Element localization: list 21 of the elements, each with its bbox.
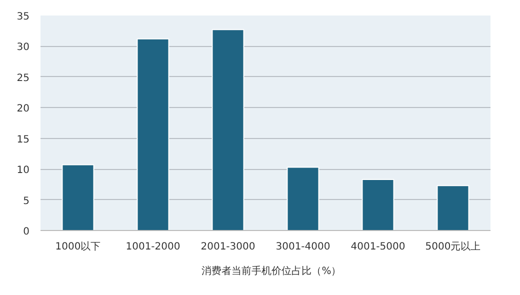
y-tick-label: 15	[16, 134, 30, 146]
bar	[136, 38, 170, 230]
y-tick-label: 20	[16, 104, 30, 115]
bar	[436, 185, 470, 230]
x-tick-label: 1000以下	[55, 240, 101, 252]
bar	[362, 179, 394, 230]
y-tick-label: 30	[16, 42, 30, 54]
x-tick-label: 4001-5000	[350, 242, 406, 252]
y-tick-label: 25	[16, 72, 30, 84]
x-tick-label: 3001-4000	[276, 242, 330, 252]
x-tick-label: 5000元以上	[425, 240, 481, 252]
x-tick-label: 2001-3000	[200, 242, 256, 252]
bar	[212, 29, 244, 230]
text: 消费者当前手机价位占比（%）	[202, 264, 342, 278]
x-tick-label: 1001-2000	[126, 242, 180, 252]
bar	[286, 166, 320, 230]
y-tick-label: 5	[23, 196, 30, 207]
y-tick-label: 0	[23, 226, 30, 238]
y-tick-label: 35	[16, 12, 30, 22]
y-tick-label: 10	[16, 165, 30, 176]
bar	[62, 164, 94, 230]
